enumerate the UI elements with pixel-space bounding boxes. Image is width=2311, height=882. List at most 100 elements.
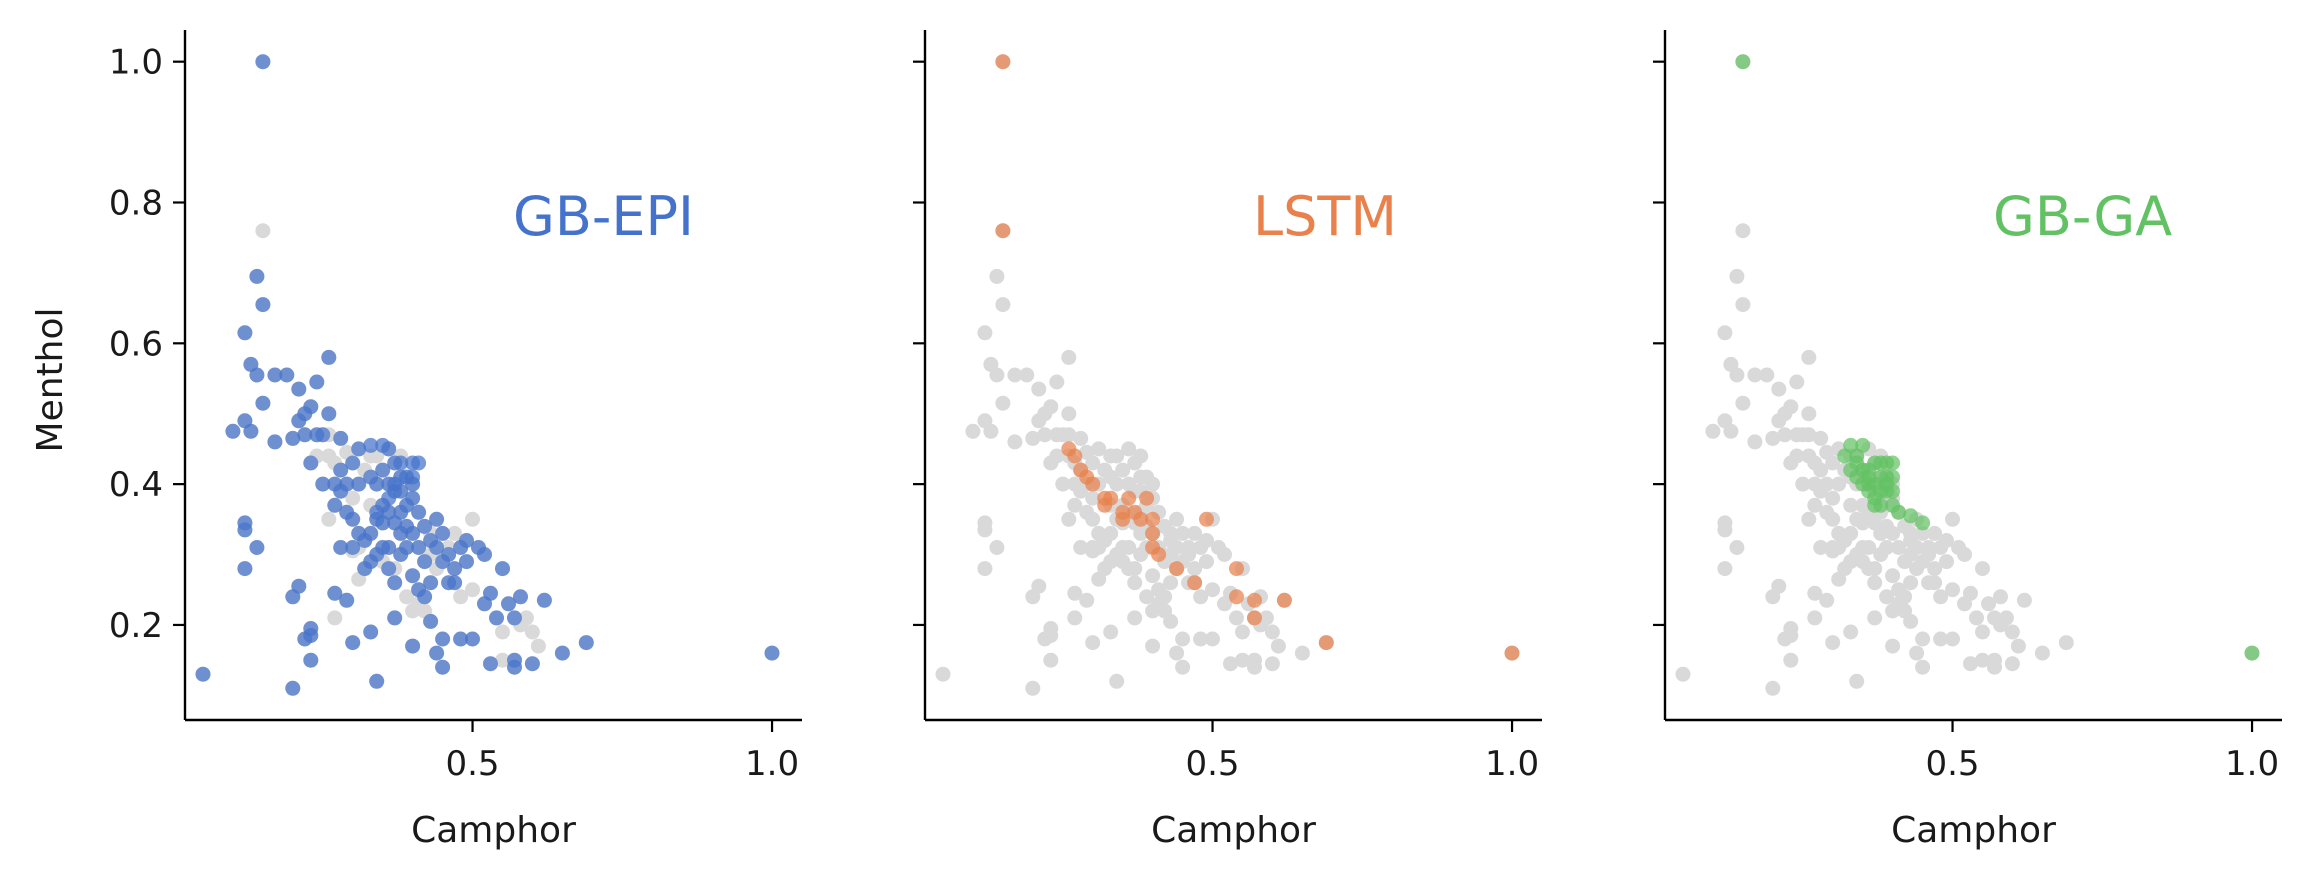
data-point: [501, 596, 516, 612]
panel-gb-epi: 0.2 0.4 0.6 0.8 1.0 0.5 1.0 Camphor GB-EPI Mentho…: [30, 30, 802, 851]
data-point: [357, 561, 373, 577]
background-point: [1801, 427, 1817, 443]
data-point: [381, 540, 397, 555]
background-point: [255, 223, 271, 239]
background-point: [995, 395, 1011, 411]
background-point: [1235, 652, 1250, 668]
panel-title: GB-GA: [1993, 185, 2172, 248]
background-point: [1879, 540, 1895, 555]
panel-title: GB-EPI: [513, 185, 694, 248]
background-point: [465, 582, 480, 598]
background-point: [465, 511, 480, 527]
background-point: [1067, 497, 1083, 513]
data-point: [321, 406, 337, 422]
background-point: [1723, 423, 1739, 439]
background-point: [1765, 430, 1781, 446]
data-point: [1121, 490, 1137, 506]
data-point: [417, 589, 433, 605]
data-point: [321, 349, 337, 365]
background-point: [1807, 455, 1823, 471]
background-point: [1903, 547, 1919, 562]
data-point: [195, 666, 211, 682]
data-point: [255, 297, 271, 313]
data-point: [1097, 497, 1113, 513]
data-point: [459, 533, 474, 548]
data-point: [1504, 645, 1520, 661]
x-tick-label: 1.0: [2225, 744, 2279, 784]
data-point: [1067, 448, 1083, 464]
data-point: [405, 638, 421, 654]
data-point: [1139, 490, 1155, 506]
panels: 0.2 0.4 0.6 0.8 1.0 0.5 1.0 Camphor GB-EPI Mentho…: [30, 30, 2282, 851]
data-point: [333, 462, 349, 478]
data-point: [447, 575, 463, 591]
data-point: [363, 624, 379, 640]
background-point: [1735, 395, 1751, 411]
background-point: [1229, 610, 1244, 626]
y-axis-label: Menthol: [30, 308, 71, 453]
background-point: [1145, 638, 1161, 654]
x-tick-label: 0.5: [1925, 744, 1979, 784]
background-point: [453, 589, 469, 605]
data-point: [297, 406, 313, 422]
background-point: [1103, 624, 1119, 640]
data-point: [435, 659, 451, 675]
background-point: [495, 652, 510, 668]
data-point: [417, 554, 433, 570]
data-point: [495, 561, 510, 577]
background-point: [1193, 589, 1209, 605]
background-point: [1783, 652, 1799, 668]
background-point: [1963, 656, 1978, 672]
background-point: [1073, 540, 1089, 555]
background-point: [1909, 645, 1925, 661]
data-point: [303, 621, 319, 636]
background-point: [1957, 596, 1972, 612]
data-point: [1276, 592, 1292, 608]
data-point: [237, 561, 253, 577]
background-point: [1975, 652, 1990, 668]
panel-title: LSTM: [1253, 185, 1397, 248]
data-point: [578, 635, 594, 651]
background-point: [1975, 624, 1990, 640]
background-point: [1825, 455, 1841, 471]
panel-gb-ga: 0.5 1.0 Camphor GB-GA: [1653, 30, 2282, 851]
background-point: [1163, 525, 1179, 541]
background-point: [965, 423, 981, 439]
background-point: [1843, 497, 1859, 513]
background-point: [1007, 434, 1023, 450]
background-point: [1747, 434, 1763, 450]
data-point: [429, 511, 445, 527]
background-point: [1133, 525, 1149, 541]
background-point: [1777, 427, 1793, 443]
background-point: [1181, 540, 1197, 555]
data-point: [375, 462, 391, 478]
data-point: [339, 592, 355, 608]
x-axis-label: Camphor: [411, 810, 576, 851]
data-point: [1318, 635, 1334, 651]
background-point: [518, 610, 534, 626]
background-point: [1145, 568, 1161, 584]
data-point: [267, 367, 283, 383]
data-point: [1861, 469, 1877, 485]
background-point: [1831, 540, 1847, 555]
background-point: [1031, 381, 1047, 397]
background-point: [2004, 624, 2020, 640]
background-point: [1939, 554, 1954, 570]
background-point: [1247, 652, 1262, 668]
background-point: [1145, 476, 1161, 492]
data-point: [381, 441, 397, 457]
data-point: [536, 592, 552, 608]
data-point: [489, 610, 504, 626]
background-point: [1825, 511, 1841, 527]
background-point: [1945, 582, 1960, 598]
background-point: [1903, 525, 1919, 541]
background-point: [1121, 441, 1137, 457]
background-point: [1061, 427, 1077, 443]
data-point: [2244, 645, 2260, 661]
background-point: [1939, 533, 1954, 548]
background-point: [1969, 610, 1984, 626]
data-point: [1735, 54, 1751, 70]
data-point: [1199, 511, 1214, 527]
background-point: [2010, 638, 2026, 654]
data-point: [764, 645, 780, 661]
